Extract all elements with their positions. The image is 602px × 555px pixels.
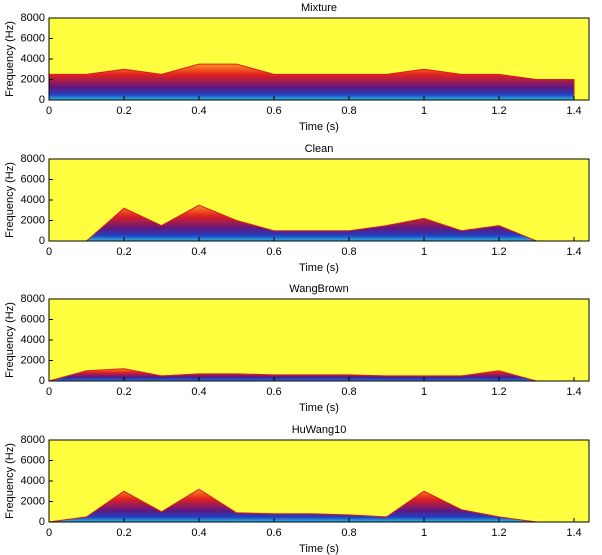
x-tick-label: 0.4 bbox=[191, 386, 206, 398]
y-tick-label: 2000 bbox=[21, 214, 45, 226]
chart-title: HuWang10 bbox=[292, 424, 347, 436]
x-tick-label: 1.4 bbox=[566, 246, 581, 258]
chart-title: Mixture bbox=[301, 2, 337, 14]
y-axis-label: Frequency (Hz) bbox=[4, 162, 16, 238]
x-tick-label: 0.8 bbox=[341, 386, 356, 398]
energy-area bbox=[48, 63, 575, 101]
x-tick-label: 0 bbox=[46, 527, 52, 539]
x-tick-label: 0.8 bbox=[341, 105, 356, 117]
x-tick-label: 0.4 bbox=[191, 246, 206, 258]
x-tick-label: 1.4 bbox=[566, 527, 581, 539]
x-tick-label: 1 bbox=[421, 105, 427, 117]
x-tick-label: 0.4 bbox=[191, 105, 206, 117]
y-axis-label: Frequency (Hz) bbox=[4, 21, 16, 97]
energy-area bbox=[48, 368, 574, 382]
x-axis-label: Time (s) bbox=[299, 262, 339, 274]
plot-background bbox=[49, 299, 589, 381]
x-tick-label: 1.2 bbox=[491, 386, 506, 398]
y-tick-label: 4000 bbox=[21, 334, 45, 346]
y-tick-label: 0 bbox=[39, 375, 45, 387]
x-tick-label: 1 bbox=[421, 386, 427, 398]
y-tick-label: 6000 bbox=[21, 173, 45, 185]
y-tick-label: 0 bbox=[39, 94, 45, 106]
x-tick-label: 0.2 bbox=[116, 105, 131, 117]
x-axis-label: Time (s) bbox=[299, 402, 339, 414]
x-tick-label: 0.8 bbox=[341, 527, 356, 539]
y-tick-label: 2000 bbox=[21, 73, 45, 85]
x-tick-label: 1.2 bbox=[491, 527, 506, 539]
x-tick-label: 0.6 bbox=[266, 105, 281, 117]
y-axis-label: Frequency (Hz) bbox=[4, 443, 16, 519]
x-tick-label: 0 bbox=[46, 246, 52, 258]
x-tick-label: 0.4 bbox=[191, 527, 206, 539]
x-tick-label: 1.4 bbox=[566, 105, 581, 117]
x-tick-label: 1.2 bbox=[491, 105, 506, 117]
x-tick-label: 1.2 bbox=[491, 246, 506, 258]
y-tick-label: 0 bbox=[39, 235, 45, 247]
y-tick-label: 4000 bbox=[21, 53, 45, 65]
energy-area bbox=[49, 204, 574, 242]
y-axis-label: Frequency (Hz) bbox=[4, 302, 16, 378]
x-tick-label: 1 bbox=[421, 527, 427, 539]
x-tick-label: 0.6 bbox=[266, 246, 281, 258]
x-axis-label: Time (s) bbox=[299, 543, 339, 555]
y-tick-label: 8000 bbox=[21, 153, 45, 165]
x-tick-label: 0.8 bbox=[341, 246, 356, 258]
x-tick-label: 1 bbox=[421, 246, 427, 258]
chart-title: WangBrown bbox=[289, 283, 349, 295]
x-tick-label: 0.2 bbox=[116, 246, 131, 258]
y-tick-label: 6000 bbox=[21, 313, 45, 325]
y-tick-label: 6000 bbox=[21, 32, 45, 44]
chart-title: Clean bbox=[305, 143, 334, 155]
y-tick-label: 8000 bbox=[21, 434, 45, 446]
y-tick-label: 2000 bbox=[21, 495, 45, 507]
x-axis-label: Time (s) bbox=[299, 121, 339, 133]
energy-area bbox=[48, 488, 574, 523]
y-tick-label: 2000 bbox=[21, 354, 45, 366]
y-tick-label: 6000 bbox=[21, 454, 45, 466]
x-tick-label: 0 bbox=[46, 386, 52, 398]
y-tick-label: 8000 bbox=[21, 293, 45, 305]
y-tick-label: 8000 bbox=[21, 12, 45, 24]
x-tick-label: 0.6 bbox=[266, 527, 281, 539]
x-tick-label: 0.2 bbox=[116, 386, 131, 398]
x-tick-label: 0.2 bbox=[116, 527, 131, 539]
y-tick-label: 0 bbox=[39, 516, 45, 528]
y-tick-label: 4000 bbox=[21, 194, 45, 206]
x-tick-label: 0.6 bbox=[266, 386, 281, 398]
x-tick-label: 1.4 bbox=[566, 386, 581, 398]
y-tick-label: 4000 bbox=[21, 475, 45, 487]
x-tick-label: 0 bbox=[46, 105, 52, 117]
